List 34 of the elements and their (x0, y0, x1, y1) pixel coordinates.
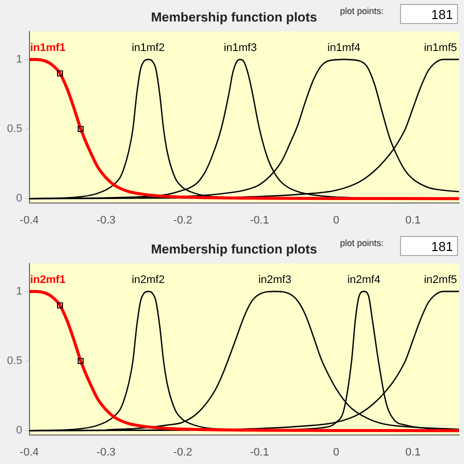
y-tick-label: 0.5 (6, 123, 22, 136)
series-label: in2mf5 (424, 274, 458, 286)
text: plot points: (340, 238, 384, 248)
x-tick-label: -0.1 (250, 446, 269, 458)
y-tick-label: 1 (16, 285, 22, 298)
series-label: in1mf2 (132, 42, 165, 54)
x-tick-label: -0.4 (20, 214, 39, 226)
x-tick-label: -0.2 (173, 446, 192, 458)
x-tick-label: -0.2 (173, 214, 192, 226)
text: plot points: (340, 6, 384, 16)
x-tick-label: -0.3 (96, 446, 116, 458)
plot-points-field: 181 (400, 4, 458, 24)
series-label: in2mf1 (30, 274, 66, 286)
series-label: in1mf1 (30, 42, 66, 54)
x-tick-label: -0.3 (96, 214, 116, 226)
x-tick-label: -0.1 (250, 214, 269, 226)
y-tick-label: 0 (16, 424, 22, 437)
chart-title: Membership function plots (150, 241, 318, 256)
x-tick-label: 0.1 (405, 446, 421, 458)
x-tick-label: -0.4 (20, 446, 39, 458)
plot-points-field: 181 (400, 236, 458, 256)
x-tick-label: 0.1 (405, 214, 421, 226)
x-tick-label: 0 (333, 214, 340, 226)
y-tick-label: 1 (16, 53, 22, 66)
series-label: in1mf5 (424, 42, 458, 54)
y-tick-label: 0.5 (6, 355, 22, 368)
x-tick-label: 0 (333, 446, 340, 458)
y-tick-label: 0 (16, 192, 22, 205)
chart-title: Membership function plots (150, 9, 318, 24)
series-label: in2mf3 (258, 274, 292, 286)
series-label: in2mf2 (132, 274, 165, 286)
series-label: in1mf3 (224, 42, 257, 54)
series-label: in2mf4 (347, 274, 380, 286)
series-label: in1mf4 (327, 42, 360, 54)
